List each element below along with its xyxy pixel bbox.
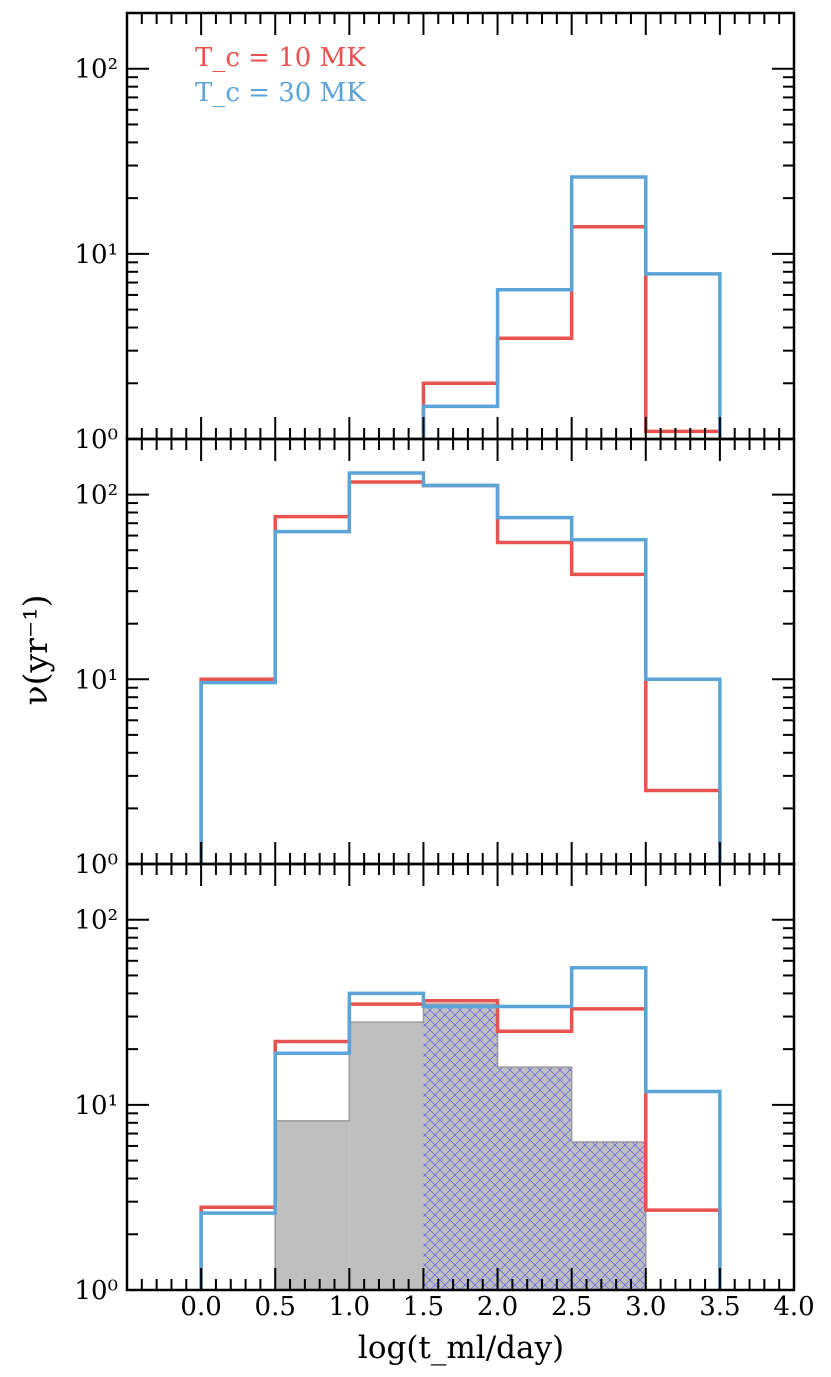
y-tick-label: 10⁰ (74, 1276, 118, 1306)
y-tick-label: 10² (74, 481, 118, 511)
x-tick-label: 1.0 (329, 1292, 370, 1322)
plot-area-top (421, 175, 722, 439)
legend-entry-30mk: T_c = 30 MK (195, 78, 366, 108)
y-axis-label: ν(yr⁻¹) (16, 595, 55, 706)
y-tick-label: 10¹ (74, 665, 118, 695)
y-tick-label: 10¹ (74, 240, 118, 270)
y-tick-label: 10² (74, 55, 118, 85)
legend: T_c = 10 MK T_c = 30 MK (195, 43, 366, 108)
x-tick-label: 4.0 (773, 1292, 814, 1322)
filled-outline (274, 1003, 647, 1290)
y-tick-label: 10² (74, 906, 118, 936)
axes-frame (125, 11, 796, 441)
panel-middle: 10⁰ 10¹ 10² (74, 437, 796, 880)
panel-top: 10⁰ 10¹ 10² (74, 11, 796, 455)
legend-entry-10mk: T_c = 10 MK (195, 43, 366, 73)
panel-bottom: 10⁰ 10¹ 10² 0.0 0.5 1.0 1.5 2.0 2.5 3.0 3.5 4.0 (74, 862, 815, 1322)
y-tick-label: 10⁰ (74, 850, 118, 880)
x-tick-label: 3.5 (699, 1292, 740, 1322)
x-tick-label: 1.5 (403, 1292, 444, 1322)
x-tick-label: 0.0 (180, 1292, 221, 1322)
hatched-bar (423, 1004, 498, 1290)
y-tick-label: 10⁰ (74, 425, 118, 455)
y-tick-label: 10¹ (74, 1091, 118, 1121)
axes-frame (125, 862, 796, 1292)
x-tick-label: 2.0 (477, 1292, 518, 1322)
plot-area-middle (199, 471, 722, 864)
series-line-30mk (421, 175, 722, 439)
x-tick-label: 3.0 (625, 1292, 666, 1322)
x-axis-label: log(t_ml/day) (358, 1330, 564, 1366)
x-tick-label: 0.5 (255, 1292, 296, 1322)
series-line-30mk (199, 966, 722, 1290)
filled-bar (275, 1120, 350, 1290)
hatched-bar (497, 1067, 572, 1290)
series-line-30mk (199, 471, 722, 864)
hatched-bar (571, 1142, 646, 1290)
plot-area-bottom (199, 966, 722, 1290)
filled-bar (349, 1022, 424, 1290)
axes-frame (125, 437, 796, 866)
x-tick-label: 2.5 (551, 1292, 592, 1322)
